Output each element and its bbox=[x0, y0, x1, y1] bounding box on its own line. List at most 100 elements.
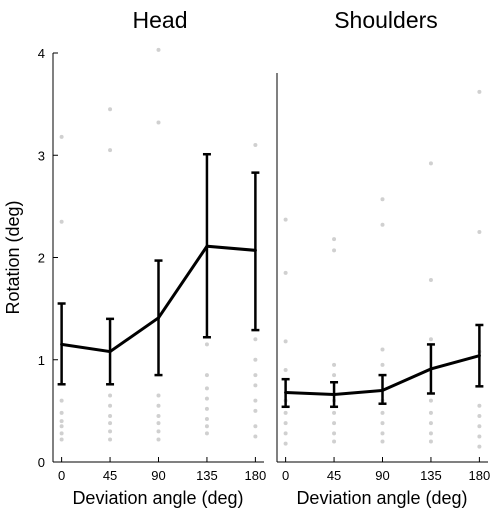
scatter-point bbox=[253, 357, 258, 362]
scatter-point bbox=[204, 373, 209, 378]
scatter-point bbox=[332, 410, 337, 415]
scatter-point bbox=[253, 337, 258, 342]
x-tick-label: 135 bbox=[196, 468, 218, 483]
scatter-point bbox=[156, 47, 161, 52]
data-point bbox=[429, 367, 433, 371]
chart-title: Head bbox=[133, 7, 188, 33]
scatter-point bbox=[59, 437, 64, 442]
x-tick-label: 180 bbox=[469, 468, 490, 483]
scatter-point bbox=[283, 410, 288, 415]
scatter-point bbox=[59, 134, 64, 139]
x-tick-label: 180 bbox=[245, 468, 267, 483]
scatter-point bbox=[59, 431, 64, 436]
scatter-point bbox=[283, 367, 288, 372]
x-tick-label: 90 bbox=[375, 468, 389, 483]
data-point bbox=[157, 316, 160, 320]
x-tick-label: 45 bbox=[327, 468, 341, 483]
scatter-point bbox=[59, 424, 64, 429]
scatter-point bbox=[477, 413, 482, 418]
data-point bbox=[477, 354, 481, 358]
scatter-point bbox=[59, 219, 64, 224]
scatter-point bbox=[204, 406, 209, 411]
scatter-point bbox=[477, 444, 482, 449]
scatter-point bbox=[204, 417, 209, 422]
scatter-point bbox=[156, 403, 161, 408]
scatter-point bbox=[428, 410, 433, 415]
scatter-point bbox=[332, 431, 337, 436]
scatter-point bbox=[156, 421, 161, 426]
scatter-point bbox=[477, 403, 482, 408]
scatter-point bbox=[253, 424, 258, 429]
data-point bbox=[381, 388, 384, 392]
data-point bbox=[205, 244, 209, 248]
scatter-point bbox=[108, 421, 113, 426]
scatter-point bbox=[283, 441, 288, 446]
y-axis-label: Rotation (deg) bbox=[3, 200, 23, 314]
scatter-point bbox=[380, 197, 385, 202]
y-tick-label: 3 bbox=[38, 148, 45, 163]
scatter-point bbox=[283, 217, 288, 222]
chart-title: Shoulders bbox=[334, 7, 438, 33]
scatter-point bbox=[428, 161, 433, 166]
scatter-point bbox=[332, 237, 337, 242]
scatter-point bbox=[108, 429, 113, 434]
data-point bbox=[253, 248, 257, 252]
scatter-point bbox=[283, 270, 288, 275]
x-tick-label: 135 bbox=[420, 468, 442, 483]
scatter-point bbox=[204, 396, 209, 401]
y-tick-label: 1 bbox=[38, 353, 45, 368]
scatter-point bbox=[428, 421, 433, 426]
scatter-point bbox=[108, 403, 113, 408]
x-axis-label: Deviation angle (deg) bbox=[72, 488, 243, 508]
scatter-point bbox=[204, 342, 209, 347]
scatter-point bbox=[283, 421, 288, 426]
panel-head: Head 0 45 90 135 180 0 1 2 3 4 Rotation (deg) Deviat… bbox=[3, 7, 266, 508]
data-point bbox=[284, 390, 288, 394]
x-axis-label: Deviation angle (deg) bbox=[296, 488, 467, 508]
x-tick-label: 45 bbox=[103, 468, 117, 483]
scatter-point bbox=[108, 148, 113, 153]
scatter-point bbox=[428, 398, 433, 403]
scatter-point bbox=[332, 439, 337, 444]
scatter-point bbox=[283, 431, 288, 436]
scatter-point bbox=[204, 424, 209, 429]
scatter-point bbox=[156, 413, 161, 418]
scatter-point bbox=[253, 143, 258, 148]
y-tick-label: 2 bbox=[38, 251, 45, 266]
scatter-point bbox=[108, 393, 113, 398]
scatter-point bbox=[477, 434, 482, 439]
scatter-point bbox=[380, 431, 385, 436]
scatter-point bbox=[204, 386, 209, 391]
scatter-point bbox=[477, 229, 482, 234]
scatter-point bbox=[108, 437, 113, 442]
y-tick-label: 4 bbox=[38, 46, 45, 61]
scatter-point bbox=[59, 398, 64, 403]
scatter-point bbox=[253, 398, 258, 403]
scatter-point bbox=[253, 373, 258, 378]
scatter-point bbox=[380, 347, 385, 352]
scatter-point bbox=[156, 393, 161, 398]
scatter-point bbox=[108, 413, 113, 418]
scatter-point bbox=[204, 431, 209, 436]
scatter-point bbox=[380, 439, 385, 444]
y-tick-label: 0 bbox=[38, 455, 45, 470]
scatter-point bbox=[332, 248, 337, 253]
scatter-point bbox=[332, 362, 337, 367]
data-point bbox=[108, 350, 112, 354]
scatter-point bbox=[477, 424, 482, 429]
scatter-point bbox=[428, 337, 433, 342]
scatter-point bbox=[59, 419, 64, 424]
x-tick-label: 90 bbox=[151, 468, 165, 483]
scatter-point bbox=[108, 107, 113, 112]
scatter-point bbox=[428, 277, 433, 282]
scatter-point bbox=[253, 408, 258, 413]
scatter-point bbox=[283, 339, 288, 344]
scatter-point bbox=[380, 362, 385, 367]
x-tick-label: 0 bbox=[58, 468, 65, 483]
scatter-point bbox=[253, 434, 258, 439]
scatter-point bbox=[380, 421, 385, 426]
scatter-point bbox=[59, 410, 64, 415]
scatter-point bbox=[380, 222, 385, 227]
scatter-point bbox=[380, 410, 385, 415]
